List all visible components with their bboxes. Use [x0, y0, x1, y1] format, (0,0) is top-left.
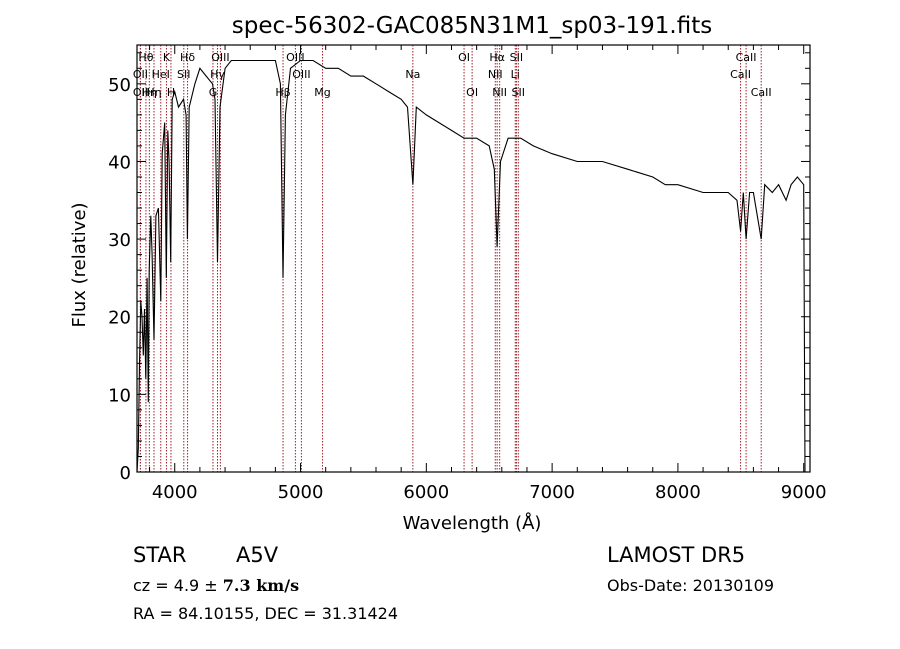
y-axis-ticks: 0 10 20 30 40 50 — [108, 52, 810, 484]
x-tick-label: 5000 — [278, 482, 324, 503]
line-marker-label: Hδ — [180, 51, 195, 64]
y-tick-label: 30 — [108, 230, 131, 251]
redshift-readout: cz = 4.9 ± 7.3 km/s — [133, 576, 299, 595]
y-tick-label: 40 — [108, 152, 131, 173]
plot-frame — [136, 44, 811, 473]
line-marker-label: OIII — [211, 51, 229, 64]
object-subclass: A5V — [236, 543, 279, 567]
line-marker-label: Hη — [142, 86, 157, 99]
line-marker-label: G — [209, 86, 218, 99]
line-marker-label: Hθ — [138, 51, 153, 64]
line-marker-label: NII — [492, 86, 507, 99]
x-tick-label: 6000 — [403, 482, 449, 503]
line-marker-label: Mg — [314, 86, 330, 99]
line-marker-label: K — [163, 51, 171, 64]
y-tick-label: 10 — [108, 385, 131, 406]
line-marker-label: CaII — [730, 68, 751, 81]
line-marker-label: Li — [511, 68, 520, 81]
x-tick-label: 4000 — [152, 482, 198, 503]
line-marker-label: CaII — [736, 51, 757, 64]
line-marker-label: OIII — [286, 51, 304, 64]
line-marker-label: Hη — [146, 86, 161, 99]
line-marker-label: OI — [466, 86, 478, 99]
line-markers — [139, 45, 762, 472]
line-marker-label: OII — [133, 68, 148, 81]
coordinates: RA = 84.10155, DEC = 31.31424 — [133, 604, 398, 623]
spectrum-line — [136, 59, 806, 473]
y-tick-label: 0 — [120, 463, 131, 484]
redshift-value: cz = 4.9 ± — [133, 576, 223, 595]
x-tick-label: 8000 — [655, 482, 701, 503]
line-marker-label: Hγ — [210, 68, 225, 81]
line-marker-label: NII — [488, 68, 503, 81]
line-marker-label: SII — [177, 68, 190, 81]
line-marker-label: Na — [405, 68, 420, 81]
line-marker-label: OIII — [292, 68, 310, 81]
line-marker-label: OI — [458, 51, 470, 64]
x-tick-label: 9000 — [781, 482, 827, 503]
line-marker-label: SII — [512, 86, 525, 99]
y-axis-label: Flux (relative) — [69, 202, 90, 327]
observation-date: Obs-Date: 20130109 — [607, 576, 774, 595]
line-marker-label: Hα — [489, 51, 505, 64]
line-marker-label: H — [167, 86, 175, 99]
object-class: STAR — [133, 543, 186, 567]
redshift-error: 7.3 km/s — [223, 576, 299, 595]
y-tick-label: 50 — [108, 75, 131, 96]
x-tick-label: 7000 — [529, 482, 575, 503]
chart-title: spec-56302-GAC085N31M1_sp03-191.fits — [232, 13, 712, 39]
x-axis-label: Wavelength (Å) — [403, 512, 542, 534]
line-marker-label: HeI — [152, 68, 170, 81]
line-marker-label: SII — [510, 51, 523, 64]
line-marker-label: CaII — [751, 86, 772, 99]
survey-name: LAMOST DR5 — [607, 543, 745, 567]
line-marker-label: Hβ — [275, 86, 290, 99]
x-axis-ticks: 4000 5000 6000 7000 8000 9000 — [149, 45, 827, 503]
y-tick-label: 20 — [108, 308, 131, 329]
